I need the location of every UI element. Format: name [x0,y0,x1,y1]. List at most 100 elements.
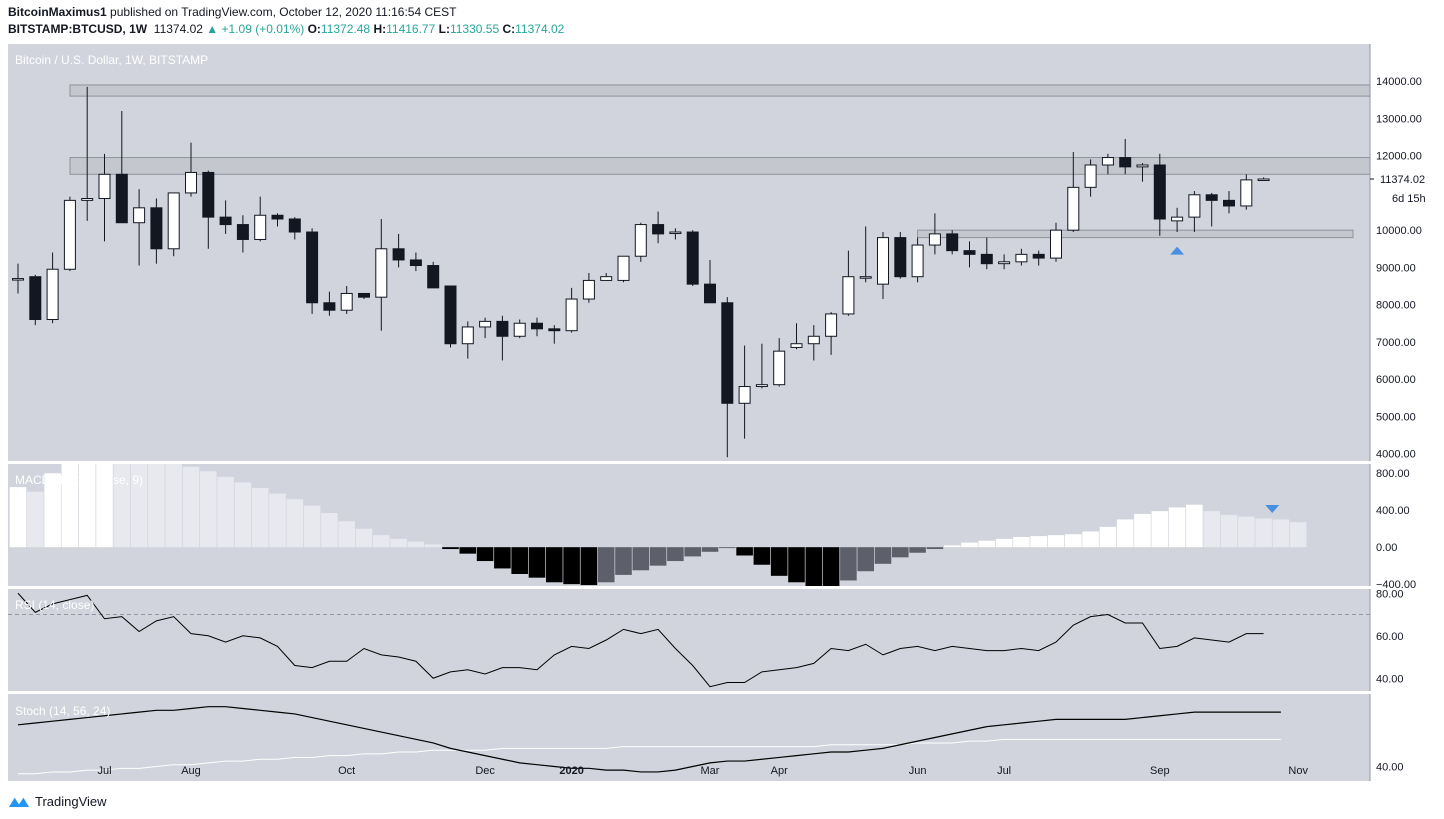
macd-histogram-bar [459,547,477,554]
macd-histogram-bar [840,547,857,581]
stoch-axis-tick-label: 40.00 [1376,762,1404,774]
candle-body [773,350,786,386]
horizontal-zone [69,157,1371,175]
price-axis-tick-label: 5000.00 [1376,411,1416,423]
macd-histogram-bar [1255,518,1272,548]
candle-body [755,384,768,388]
macd-histogram-bar [44,473,61,548]
ohlc-legend: BITSTAMP:BTCUSD, 1W 11374.02 ▲ +1.09 (+0… [8,22,564,36]
chart-area[interactable]: 4000.00 5000.00 6000.00 7000.00 8000.00 9000.… [0,0,1444,790]
time-axis-tick-label: Nov [1288,765,1308,777]
candle-body [1067,186,1080,231]
macd-histogram-bar [788,547,805,583]
macd-histogram-bar [1238,516,1255,548]
macd-histogram-bar [822,547,840,586]
symbol-label[interactable]: BITSTAMP:BTCUSD, 1W [8,22,148,36]
low-label: L: [438,22,450,36]
price-axis-tick-label: 7000.00 [1376,337,1416,349]
candle-body [115,173,128,224]
candle-body [721,302,734,404]
candle-body [444,285,457,345]
candle-body [1205,194,1218,201]
candle-body [496,320,509,337]
candle-body [652,224,665,235]
macd-histogram-bar [269,493,286,548]
candle-body [12,278,24,281]
close-label: C: [502,22,516,36]
macd-histogram-bar [9,487,27,548]
macd-axis-tick-label: 400.00 [1376,505,1410,517]
candle-body [842,276,855,315]
macd-histogram-bar [165,464,182,548]
candle-body [600,276,613,281]
macd-histogram-bar [892,547,909,558]
price-change: ▲ +1.09 (+0.01%) [206,22,305,36]
time-axis-tick-label: Jun [909,765,927,777]
candle-body [1101,157,1114,166]
candle-body [63,199,76,270]
candle-body [686,231,699,285]
candle-body [133,207,146,224]
candle-body [1084,164,1097,188]
candle-body [271,214,284,220]
price-axis-tick-label: 4000.00 [1376,449,1416,461]
pane-bg-2 [8,589,1370,691]
open-label: O: [307,22,321,36]
candle-body [963,250,976,255]
macd-histogram-bar [355,528,373,548]
macd-histogram-bar [494,547,511,569]
macd-histogram-bar [1151,511,1169,548]
candle-body [980,253,993,265]
candle-body [358,292,370,298]
candle-body [513,322,526,337]
macd-histogram-bar [130,464,148,548]
candle-body [894,237,907,278]
candle-body [340,292,353,311]
price-axis-tick-label: 8000.00 [1376,300,1416,312]
price-axis-tick-label: 10000.00 [1376,225,1422,237]
macd-histogram-bar [909,547,926,553]
macd-marker [1265,505,1280,513]
macd-histogram-bar [1030,536,1047,548]
candle-body [219,216,232,226]
candle-body [236,224,249,240]
candle-body [1050,229,1062,259]
tradingview-logo-icon [9,796,29,807]
candle-body [807,335,820,345]
price-axis-tick-label: 9000.00 [1376,262,1416,274]
rsi-axis-tick-label: 40.00 [1376,673,1404,685]
candle-body [738,386,751,404]
price-axis-currency: USD [1392,53,1415,65]
macd-histogram-bar [1134,513,1151,548]
macd-histogram-bar [701,547,719,552]
macd-histogram-bar [1168,507,1186,548]
macd-histogram-bar [217,476,234,548]
macd-histogram-bar [1013,537,1030,548]
candle-body [1223,199,1235,207]
stoch-pane-title: Stoch (14, 56, 24) [15,704,111,718]
stoch-d-line [18,738,1281,775]
main-pane-title: Bitcoin / U.S. Dollar, 1W, BITSTAMP [15,53,209,67]
macd-histogram-bar [1289,522,1307,548]
macd-pane-title: MACD (12, 26, close, 9) [15,473,144,487]
candle-body [1240,179,1253,207]
author-name[interactable]: BitcoinMaximus1 [8,5,107,19]
macd-histogram-bar [753,547,771,565]
macd-histogram-bar [407,541,425,548]
macd-histogram-bar [61,464,79,548]
candle-body [825,313,838,337]
macd-axis-tick-label: −400.00 [1376,579,1416,591]
tradingview-footer[interactable]: TradingView [8,791,107,811]
macd-histogram-bar [1220,514,1238,548]
macd-axis-tick-label: 0.00 [1376,542,1397,554]
macd-histogram-bar [200,471,217,548]
candle-body [582,279,595,300]
price-axis-tick-label: 13000.00 [1376,113,1422,125]
countdown-badge-bg [1388,190,1436,207]
macd-histogram-bar [961,542,978,548]
time-axis-tick-label: 2020 [559,765,583,777]
macd-histogram-bar [251,488,269,548]
candle-body [1171,216,1184,222]
time-axis-tick-label: Aug [181,765,201,777]
candle-body [81,198,94,201]
